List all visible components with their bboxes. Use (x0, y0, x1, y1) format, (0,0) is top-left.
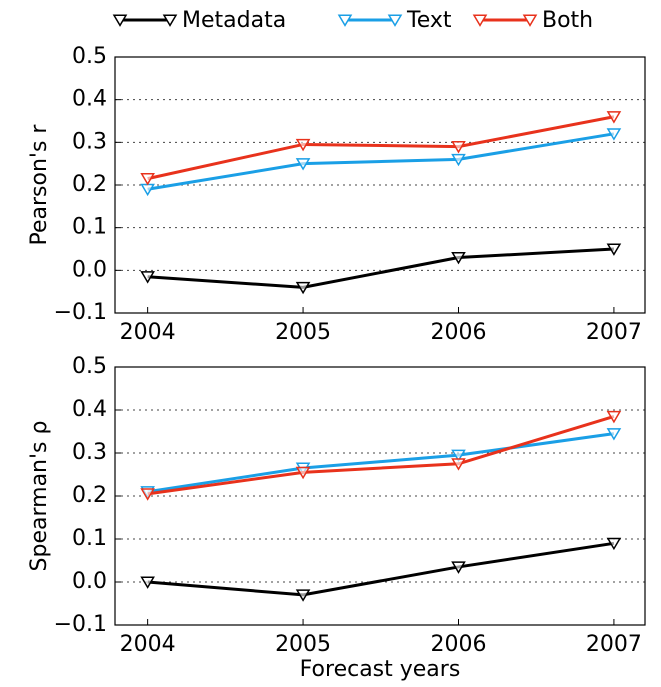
legend-label: Text (406, 8, 452, 33)
point-marker (451, 153, 466, 167)
y-axis-label: Spearman's ρ (27, 421, 52, 572)
y-tick-label: −0.1 (54, 612, 107, 637)
plot-frame (114, 366, 646, 626)
series-line (147, 432, 615, 494)
point-marker (451, 561, 466, 574)
point-marker (295, 589, 311, 602)
legend-marker (472, 14, 488, 27)
point-marker (606, 128, 622, 141)
y-tick-label: 0.2 (72, 483, 107, 508)
y-tick-label: 0.3 (72, 440, 107, 465)
series-line (147, 541, 615, 597)
series-line (147, 132, 615, 191)
y-tick-label: 0.0 (72, 569, 107, 594)
x-tick-label: 2005 (275, 320, 331, 345)
y-tick-label: 0.1 (72, 526, 107, 551)
series-line (147, 247, 614, 289)
legend-label: Metadata (182, 8, 286, 33)
point-marker (295, 138, 311, 152)
y-tick-label: 0.4 (72, 397, 107, 422)
point-marker (606, 428, 622, 441)
point-marker (295, 466, 311, 480)
point-marker (451, 458, 466, 471)
legend-marker (337, 14, 353, 27)
series-line (147, 115, 615, 181)
point-marker (140, 271, 155, 284)
y-tick-label: 0.0 (72, 257, 107, 282)
legend-marker (112, 14, 128, 27)
y-tick-label: 0.4 (72, 87, 107, 112)
legend-marker (387, 14, 403, 27)
legend-marker (522, 14, 538, 27)
y-axis-label: Pearson's r (27, 124, 52, 246)
x-tick-label: 2006 (430, 320, 486, 345)
x-tick-label: 2004 (120, 632, 176, 657)
point-marker (295, 281, 311, 295)
plot-frame (114, 56, 646, 314)
x-tick-label: 2007 (586, 320, 642, 345)
point-marker (140, 488, 155, 501)
point-marker (451, 449, 466, 463)
y-tick-label: −0.1 (54, 300, 107, 325)
x-axis-label: Forecast years (300, 657, 461, 682)
legend-marker (162, 14, 178, 27)
y-tick-label: 0.5 (72, 354, 107, 379)
x-tick-label: 2005 (275, 632, 331, 657)
point-marker (606, 243, 622, 256)
x-tick-label: 2004 (120, 320, 176, 345)
x-tick-label: 2007 (586, 632, 642, 657)
point-marker (295, 158, 311, 171)
point-marker (606, 410, 622, 424)
y-tick-label: 0.5 (72, 44, 107, 69)
point-marker (451, 251, 466, 265)
point-marker (140, 576, 155, 589)
x-tick-label: 2006 (430, 632, 486, 657)
point-marker (606, 111, 622, 124)
y-tick-label: 0.3 (72, 129, 107, 154)
series-line (147, 415, 615, 496)
legend-label: Both (542, 8, 593, 33)
point-marker (606, 537, 622, 551)
y-tick-label: 0.2 (72, 172, 107, 197)
point-marker (140, 173, 155, 186)
point-marker (451, 141, 466, 154)
y-tick-label: 0.1 (72, 215, 107, 240)
